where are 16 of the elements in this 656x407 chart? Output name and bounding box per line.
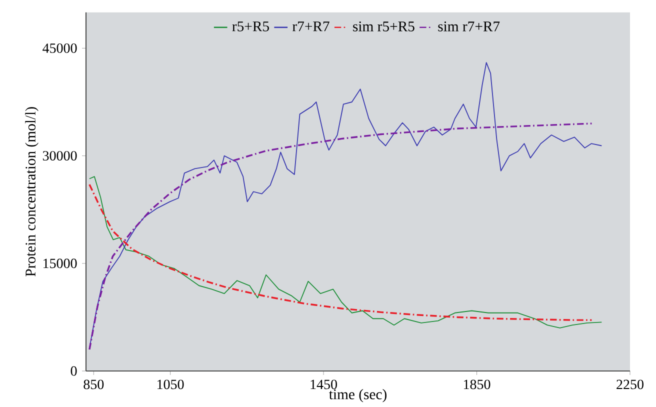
- line-series: [88, 122, 593, 350]
- x-tick-label: 2250: [616, 380, 644, 390]
- y-tick-label: 45000: [42, 43, 77, 53]
- y-axis-title: Protein concentration (mol/l): [25, 107, 38, 276]
- y-tick-label: 15000: [44, 258, 77, 268]
- x-tick-label: 1450: [310, 380, 337, 390]
- y-tick-label: 0: [70, 366, 77, 376]
- x-axis-title: time (sec): [329, 388, 386, 402]
- legend-label: r7+R7: [292, 22, 330, 32]
- x-tick-label: 1850: [464, 380, 490, 390]
- legend-label: r5+R5: [232, 22, 269, 32]
- x-tick-label: 850: [84, 380, 104, 390]
- legend-label: sim r7+R7: [438, 22, 500, 32]
- x-tick-label: 1050: [158, 380, 184, 390]
- legend-label: sim r5+R5: [353, 22, 414, 32]
- y-tick-label: 30000: [42, 151, 77, 161]
